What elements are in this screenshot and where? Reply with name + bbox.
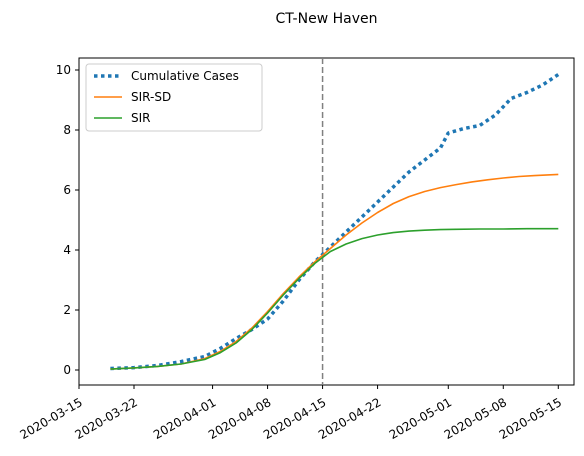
series-group [110,73,560,371]
x-tick-label: 2020-03-22 [72,395,139,442]
chart-title: CT-New Haven [276,11,378,27]
legend: Cumulative Cases SIR-SD SIR [85,63,263,132]
axes-frame [78,57,575,386]
y-axis: 0 2 4 6 8 10 [56,63,79,377]
series-line-cumulative-cases [110,73,560,371]
series-line-sir-sd [110,173,559,370]
x-tick-label: 2020-05-15 [497,395,564,442]
y-tick-label: 6 [63,183,71,197]
legend-label: SIR-SD [131,90,171,104]
y-tick-label: 2 [63,303,71,317]
y-tick-label: 10 [56,63,71,77]
y-tick-label: 4 [63,243,71,257]
x-tick-label: 2020-04-22 [316,395,383,442]
y-tick-label: 8 [63,123,71,137]
legend-label: SIR [131,111,151,125]
series-line-sir [110,227,559,370]
legend-label: Cumulative Cases [131,69,239,83]
y-tick-label: 0 [63,363,71,377]
legend-box [85,63,263,132]
